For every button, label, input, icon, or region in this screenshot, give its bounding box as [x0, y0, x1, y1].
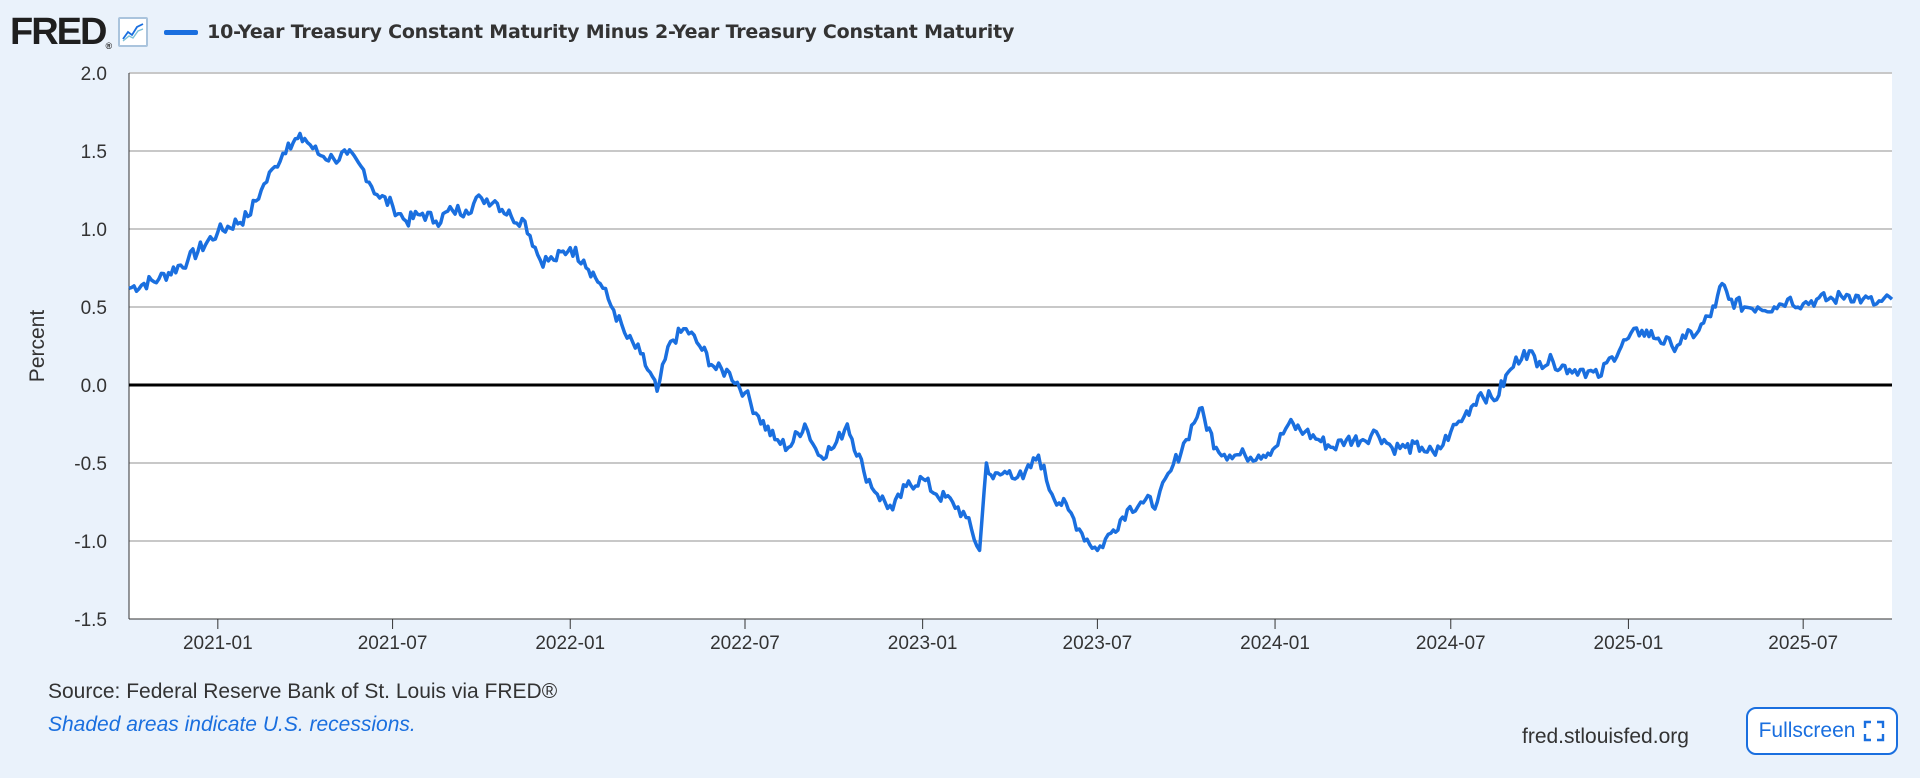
y-tick-label: 2.0 — [81, 64, 107, 85]
y-tick-label: -1.5 — [74, 610, 107, 631]
x-axis-ticks: 2021-01 2021-07 2022-01 2022-07 2023-01 2023-… — [183, 619, 1838, 654]
x-tick-label: 2021-01 — [183, 633, 253, 654]
x-tick-label: 2021-07 — [358, 633, 428, 654]
y-axis-label: Percent — [26, 310, 49, 383]
fullscreen-label: Fullscreen — [1758, 719, 1856, 742]
y-axis-ticks: 2.0 1.5 1.0 0.5 0.0 -0.5 -1.0 -1.5 — [74, 64, 107, 631]
x-tick-label: 2022-07 — [710, 633, 780, 654]
plot-area — [129, 73, 1892, 619]
y-tick-label: 1.5 — [81, 142, 107, 163]
y-tick-label: 0.0 — [81, 376, 107, 397]
y-tick-label: 1.0 — [81, 220, 107, 241]
x-tick-label: 2024-07 — [1416, 633, 1486, 654]
legend-series-label[interactable]: 10-Year Treasury Constant Maturity Minus… — [207, 21, 1015, 43]
logo-registered-mark: ® — [105, 41, 113, 51]
series-line — [128, 131, 1894, 553]
x-tick-label: 2023-07 — [1063, 633, 1133, 654]
fullscreen-button[interactable]: Fullscreen — [1746, 707, 1898, 755]
x-tick-label: 2023-01 — [888, 633, 958, 654]
header: FRED® 10-Year Treasury Constant Maturity… — [10, 8, 1014, 56]
line-chart: 2.01.51.00.50.0-0.5-1.0-1.5 2021-01 2021-… — [26, 64, 1894, 654]
x-tick-label: 2022-01 — [535, 633, 605, 654]
x-tick-label: 2025-07 — [1768, 633, 1838, 654]
source-text: Source: Federal Reserve Bank of St. Loui… — [48, 680, 558, 703]
expand-icon — [1864, 720, 1885, 742]
legend-swatch — [164, 29, 199, 35]
series-group — [128, 131, 1894, 553]
logo-text: FRED — [10, 11, 107, 53]
line-graph-icon[interactable] — [118, 17, 149, 47]
x-tick-label: 2024-01 — [1240, 633, 1310, 654]
fred-logo[interactable]: FRED® — [10, 13, 112, 51]
y-tick-label: -0.5 — [74, 454, 107, 475]
site-url[interactable]: fred.stlouisfed.org — [1522, 725, 1689, 748]
y-tick-label: -1.0 — [74, 532, 107, 553]
y-tick-label: 0.5 — [81, 298, 107, 319]
recession-note: Shaded areas indicate U.S. recessions. — [48, 713, 416, 736]
x-tick-label: 2025-01 — [1594, 633, 1664, 654]
